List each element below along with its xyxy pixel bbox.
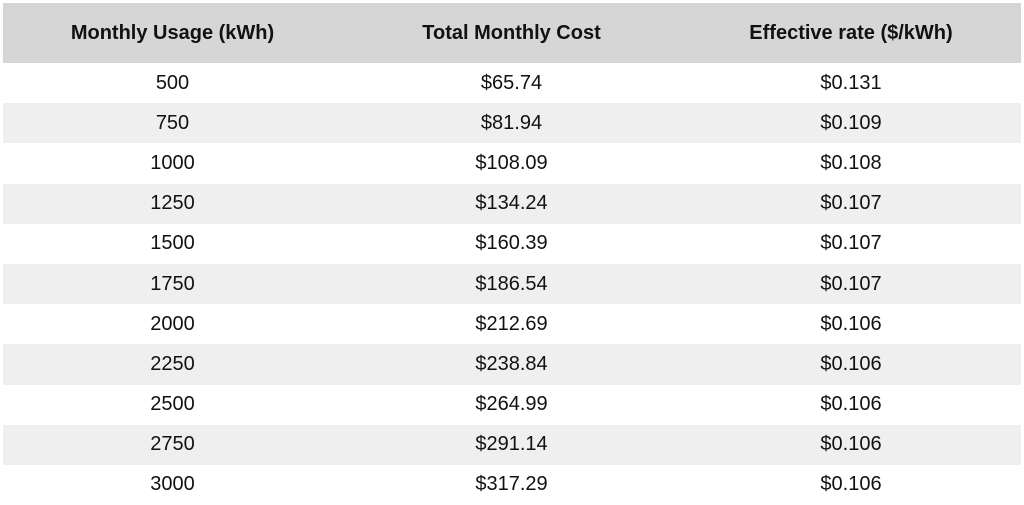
cell-total-cost: $65.74 [480, 71, 543, 94]
column-header-effective-rate: Effective rate ($/kWh) [749, 21, 953, 44]
rate-table-container: Monthly Usage (kWh) Total Monthly Cost E… [3, 3, 1021, 505]
table-row: 1750 $186.54 $0.107 [3, 263, 1021, 305]
cell-effective-rate: $0.108 [820, 151, 882, 174]
cell-total-cost: $264.99 [475, 393, 548, 416]
cell-usage: 1250 [150, 192, 195, 215]
table-row: 2750 $291.14 $0.106 [3, 424, 1021, 465]
table-row: 750 $81.94 $0.109 [3, 103, 1021, 144]
cell-effective-rate: $0.106 [820, 433, 882, 456]
cell-total-cost: $108.09 [475, 151, 548, 174]
table-row: 1000 $108.09 $0.108 [3, 143, 1021, 184]
cell-effective-rate: $0.106 [820, 473, 882, 496]
header-row: Monthly Usage (kWh) Total Monthly Cost E… [3, 3, 1021, 63]
table-row: 1250 $134.24 $0.107 [3, 183, 1021, 224]
cell-usage: 2500 [150, 393, 195, 416]
cell-total-cost: $238.84 [475, 352, 548, 375]
cell-usage: 750 [155, 111, 190, 134]
cell-usage: 1000 [150, 151, 195, 174]
cell-total-cost: $81.94 [480, 111, 543, 134]
cell-total-cost: $317.29 [475, 473, 548, 496]
cell-effective-rate: $0.107 [820, 272, 882, 295]
cell-effective-rate: $0.107 [820, 192, 882, 215]
rate-table: Monthly Usage (kWh) Total Monthly Cost E… [3, 3, 1021, 505]
column-header-usage: Monthly Usage (kWh) [70, 21, 275, 44]
cell-effective-rate: $0.107 [820, 232, 882, 255]
table-row: 2500 $264.99 $0.106 [3, 384, 1021, 425]
cell-total-cost: $291.14 [475, 433, 548, 456]
table-row: 2000 $212.69 $0.106 [3, 304, 1021, 345]
table-header: Monthly Usage (kWh) Total Monthly Cost E… [3, 3, 1021, 63]
cell-usage: 1500 [150, 232, 195, 255]
cell-usage: 2750 [150, 433, 195, 456]
cell-effective-rate: $0.106 [820, 393, 882, 416]
cell-effective-rate: $0.131 [820, 71, 882, 94]
cell-usage: 1750 [150, 272, 195, 295]
cell-total-cost: $212.69 [475, 312, 548, 335]
table-body: 500 $65.74 $0.131 750 $81.94 $0.109 1000 $108.0… [3, 63, 1021, 505]
table-row: 2250 $238.84 $0.106 [3, 344, 1021, 385]
column-header-total-cost: Total Monthly Cost [422, 21, 601, 44]
cell-effective-rate: $0.106 [820, 352, 882, 375]
cell-total-cost: $160.39 [475, 232, 548, 255]
cell-effective-rate: $0.109 [820, 111, 882, 134]
table-row: 3000 $317.29 $0.106 [3, 464, 1021, 505]
cell-usage: 2000 [150, 312, 195, 335]
cell-total-cost: $186.54 [475, 272, 548, 295]
table-row: 1500 $160.39 $0.107 [3, 223, 1021, 264]
cell-usage: 3000 [150, 473, 195, 496]
cell-usage: 2250 [150, 352, 195, 375]
table-row: 500 $65.74 $0.131 [3, 63, 1021, 104]
cell-effective-rate: $0.106 [820, 312, 882, 335]
cell-usage: 500 [155, 71, 190, 94]
cell-total-cost: $134.24 [475, 192, 548, 215]
